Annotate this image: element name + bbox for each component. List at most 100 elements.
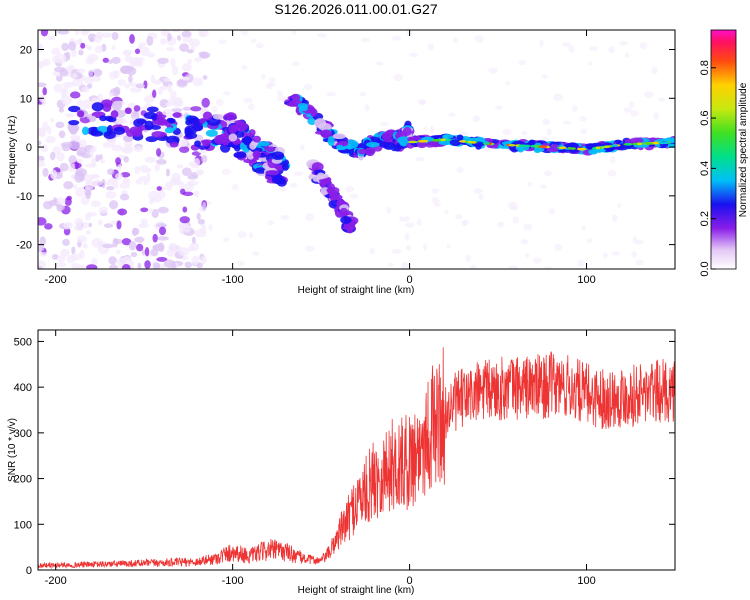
heat-cell xyxy=(190,106,202,112)
heat-cell xyxy=(591,142,603,147)
heat-cell xyxy=(268,81,276,87)
heat-cell xyxy=(427,43,435,51)
heat-cell xyxy=(103,130,116,140)
heat-cell xyxy=(248,129,256,137)
heat-cell xyxy=(520,239,529,245)
heat-cell xyxy=(255,42,264,49)
heat-cell xyxy=(86,212,98,217)
heat-cell xyxy=(386,206,392,214)
heat-cell xyxy=(56,152,65,162)
heat-cell xyxy=(200,255,208,265)
heat-cell xyxy=(568,45,575,54)
heat-cell xyxy=(55,74,63,82)
heat-cell xyxy=(310,108,318,117)
heat-cell xyxy=(119,193,130,201)
heat-cell xyxy=(423,126,428,131)
heat-cell xyxy=(93,174,100,179)
heat-cell xyxy=(635,239,644,245)
heat-cell xyxy=(38,159,46,168)
heat-cell xyxy=(271,151,285,161)
heat-cell xyxy=(132,227,140,236)
heat-cell xyxy=(108,92,114,97)
heat-cell xyxy=(86,264,98,269)
heat-cell xyxy=(38,82,47,88)
heat-cell xyxy=(82,30,91,34)
heat-cell xyxy=(76,235,88,243)
heat-cell xyxy=(281,163,289,171)
heat-cell xyxy=(186,115,199,122)
heat-cell xyxy=(98,206,108,214)
heat-cell xyxy=(200,51,211,59)
heat-cell xyxy=(639,42,648,49)
heat-cell xyxy=(508,201,518,210)
heat-cell xyxy=(458,140,467,143)
heat-cell xyxy=(104,115,114,122)
heat-cell xyxy=(300,144,305,151)
heat-cell xyxy=(134,165,141,175)
heat-cell xyxy=(185,132,198,140)
colorbar-tick-label: 0.0 xyxy=(699,261,711,276)
heat-cell xyxy=(138,42,147,47)
heat-cell xyxy=(200,223,207,234)
heat-cell xyxy=(611,144,618,147)
heat-cell xyxy=(289,182,298,188)
heat-cell xyxy=(250,38,257,43)
heat-cell xyxy=(581,226,587,231)
heat-cell xyxy=(252,251,260,256)
heat-cell xyxy=(399,216,404,222)
heat-cell xyxy=(579,116,587,122)
heat-cell xyxy=(234,121,248,132)
heat-cell xyxy=(252,150,261,159)
heat-cell xyxy=(196,169,204,176)
heat-cell xyxy=(47,35,56,41)
heat-cell xyxy=(156,159,167,165)
heat-cell xyxy=(158,226,167,236)
heat-cell xyxy=(542,118,550,126)
heat-cell xyxy=(54,262,67,267)
heat-cell xyxy=(366,141,380,148)
heat-cell xyxy=(98,219,103,226)
heat-cell xyxy=(176,164,184,169)
heat-cell xyxy=(508,143,516,147)
heat-cell xyxy=(186,49,194,54)
heat-cell xyxy=(543,170,553,177)
snr-ytick-label: 400 xyxy=(14,382,32,394)
heat-cell xyxy=(215,134,225,141)
colorbar: 0.0 0.2 0.4 0.6 0.8 Normalized spectral ampl… xyxy=(699,29,749,277)
heat-cell xyxy=(144,120,154,131)
heat-cell xyxy=(611,251,621,256)
heat-cell xyxy=(276,90,283,96)
heat-cell xyxy=(71,79,84,87)
heat-cell xyxy=(199,118,206,124)
colorbar-tick-label: 0.8 xyxy=(699,60,711,75)
heat-cell xyxy=(71,72,78,79)
heat-cell xyxy=(651,66,658,75)
heat-cell xyxy=(595,146,601,150)
heat-cell xyxy=(602,252,608,259)
heat-cell xyxy=(237,231,247,238)
heat-cell xyxy=(95,154,100,163)
heat-cell xyxy=(146,172,151,183)
heat-cell xyxy=(280,214,290,220)
heat-cell xyxy=(81,99,92,110)
heat-cell xyxy=(544,266,553,269)
heat-cell xyxy=(359,92,367,97)
heat-cell xyxy=(349,193,359,199)
heat-cell xyxy=(105,181,114,186)
heat-cell xyxy=(505,80,510,86)
heat-cell xyxy=(105,191,117,199)
heat-cell xyxy=(658,97,666,102)
heat-cell xyxy=(168,118,176,124)
heat-cell xyxy=(106,185,115,191)
heat-cell xyxy=(523,223,533,231)
heat-cell xyxy=(55,53,67,64)
heat-cell xyxy=(191,255,200,266)
heat-cell xyxy=(467,140,473,144)
heat-cell xyxy=(592,147,597,150)
heat-cell xyxy=(117,79,127,86)
heat-cell xyxy=(181,76,190,81)
heat-cell xyxy=(406,244,412,251)
heat-cell xyxy=(179,138,188,147)
heat-cell xyxy=(154,163,161,172)
